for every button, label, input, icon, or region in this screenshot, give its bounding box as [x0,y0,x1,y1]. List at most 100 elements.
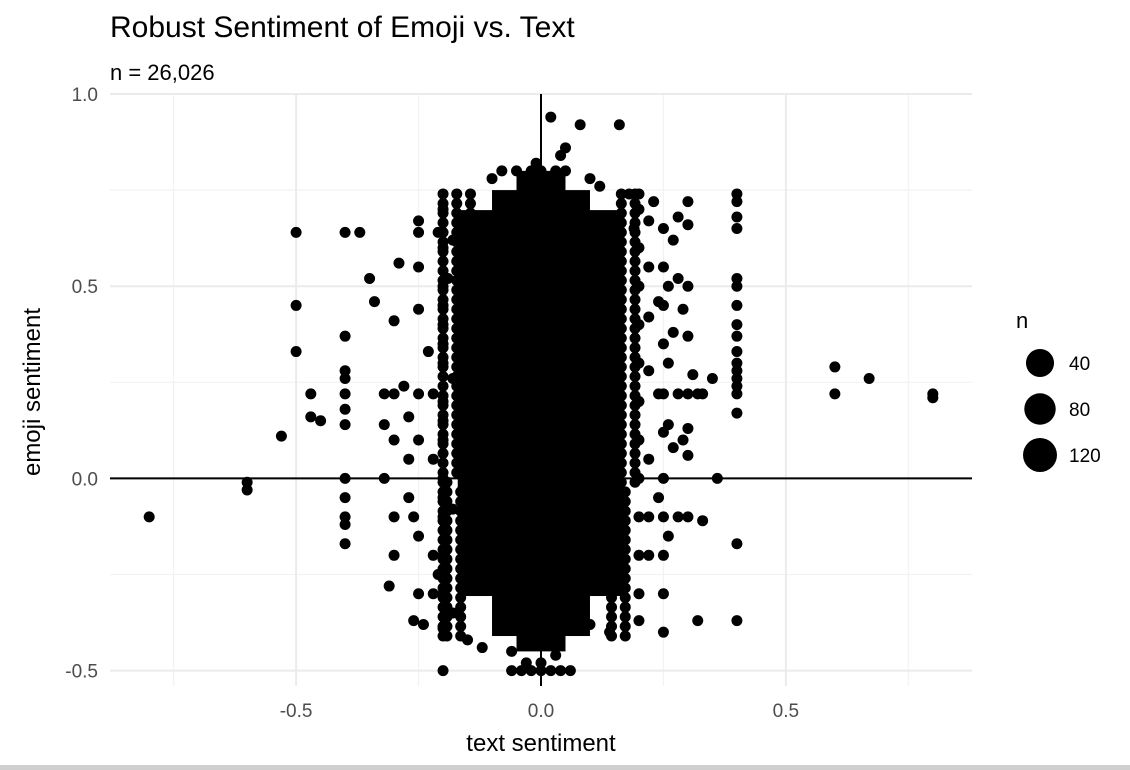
data-point [437,274,449,286]
data-point [455,553,467,565]
data-point [606,486,618,498]
data-point [408,615,420,627]
data-point [619,630,631,642]
data-point [615,399,627,411]
data-point [619,544,631,556]
data-point [315,415,327,427]
data-point [451,332,463,344]
data-point [437,313,449,325]
data-point [615,294,627,306]
data-point [606,611,618,623]
data-point [451,419,463,431]
data-point [451,371,463,383]
data-point [506,665,518,677]
data-point [731,223,743,235]
data-point [731,196,743,208]
data-point [364,273,376,285]
data-point [643,365,655,377]
data-point [464,207,476,219]
data-point [530,157,542,169]
data-point [486,173,498,185]
data-point [464,361,476,373]
data-point [437,380,449,392]
data-point [451,322,463,334]
data-point [615,476,627,488]
data-point [464,409,476,421]
x-axis-title: text sentiment [466,730,616,757]
data-point [441,611,453,623]
data-point [559,142,571,154]
data-point [606,582,618,594]
data-point [388,511,400,523]
data-point [615,371,627,383]
data-point [629,380,641,392]
data-point [451,207,463,219]
data-point [606,620,618,632]
data-point [437,467,449,479]
data-point [731,380,743,392]
x-tick-label: 0.5 [773,701,799,722]
data-point [606,630,618,642]
data-point [441,582,453,594]
data-point [594,180,606,192]
data-point [731,319,743,331]
data-point [657,472,669,484]
data-point [559,165,571,177]
data-point [305,388,317,400]
data-point [657,299,669,311]
data-point [731,365,743,377]
data-point [451,284,463,296]
data-point [606,601,618,613]
data-point [629,361,641,373]
data-point [633,511,645,523]
data-point [731,615,743,627]
data-point [455,544,467,556]
data-point [606,495,618,507]
data-point [619,563,631,575]
data-point [455,592,467,604]
data-point [731,188,743,200]
data-point [455,495,467,507]
data-point [413,530,425,542]
data-point [408,511,420,523]
data-point [615,457,627,469]
data-point [241,476,253,488]
data-point [629,198,641,210]
data-point [339,472,351,484]
data-point [629,371,641,383]
data-point [455,534,467,546]
data-point [378,388,390,400]
data-point [629,313,641,325]
data-point [682,219,694,231]
data-point [731,211,743,223]
data-point [427,588,439,600]
data-point [615,246,627,258]
data-point [662,280,674,292]
data-point [413,226,425,238]
data-point [388,549,400,561]
data-point [464,274,476,286]
data-point [417,618,429,630]
data-point [427,388,439,400]
data-point [368,296,380,308]
legend-size-key [1023,438,1057,472]
data-point [682,196,694,208]
data-point [615,342,627,354]
data-point [662,530,674,542]
x-tick-label: -0.5 [280,701,313,722]
data-point [682,449,694,461]
data-point [437,361,449,373]
data-point [667,234,679,246]
legend-title: n [1016,308,1028,333]
data-point [441,476,453,488]
data-point [619,572,631,584]
data-point [629,419,641,431]
data-point [437,457,449,469]
data-point [403,492,415,504]
data-point [339,419,351,431]
data-point [615,217,627,229]
data-point [451,246,463,258]
data-point [643,215,655,227]
data-point [464,284,476,296]
data-point [657,261,669,273]
